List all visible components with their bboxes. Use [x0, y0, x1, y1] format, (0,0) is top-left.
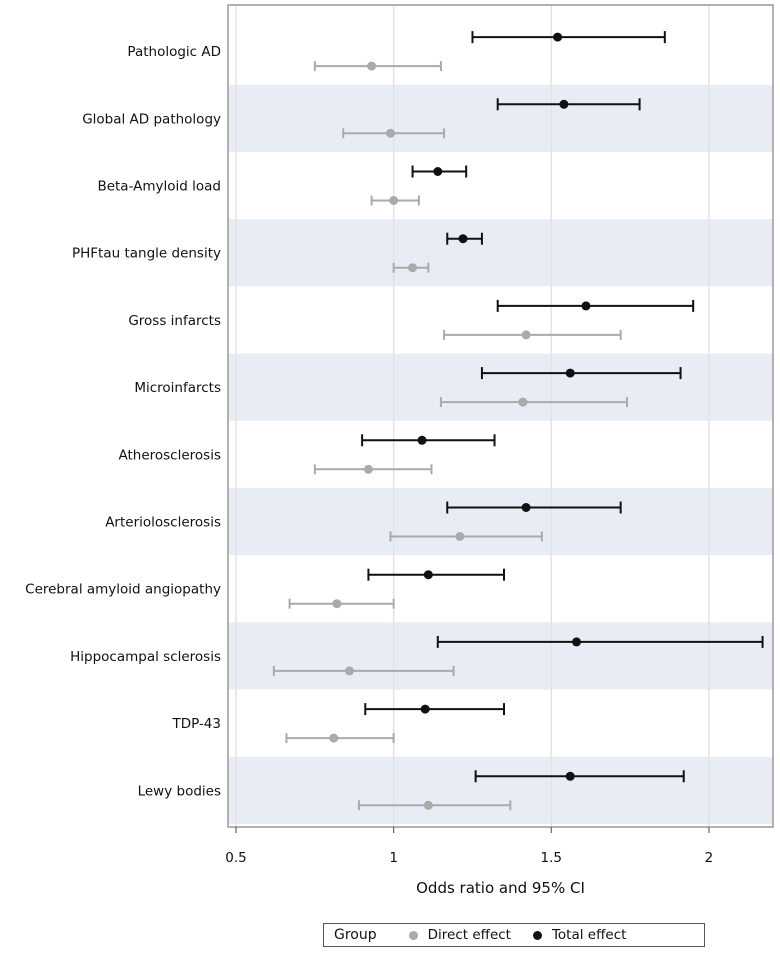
- direct-effect-ci: [285, 733, 395, 744]
- direct-effect-point: [423, 800, 433, 810]
- row-band: [228, 84, 773, 152]
- total-effect-point: [423, 570, 433, 580]
- direct-effect-ci: [392, 262, 430, 273]
- legend-label-direct: Direct effect: [427, 927, 511, 943]
- direct-effect-point: [329, 733, 339, 743]
- direct-effect-point: [455, 532, 465, 541]
- total-effect-ci: [361, 434, 496, 447]
- category-label: TDP-43: [171, 716, 221, 732]
- total-effect-ci: [474, 770, 685, 783]
- total-effect-ci: [436, 635, 764, 648]
- total-effect-ci: [446, 501, 622, 514]
- x-tick-label: 0.5: [225, 850, 246, 866]
- direct-effect-point: [363, 464, 373, 474]
- category-label: Beta-Amyloid load: [97, 179, 221, 195]
- legend: Group Direct effect Total effect: [323, 923, 705, 947]
- category-label: Pathologic AD: [127, 44, 221, 60]
- direct-effect-point: [332, 599, 342, 609]
- legend-label-total: Total effect: [551, 927, 627, 943]
- direct-effect-ci: [288, 598, 395, 609]
- direct-effect-point: [389, 196, 399, 205]
- total-effect-point: [420, 704, 430, 714]
- direct-effect-ci: [342, 128, 446, 139]
- total-effect-point: [581, 301, 591, 311]
- plot-frame: [227, 4, 774, 828]
- total-effect-point: [553, 32, 563, 42]
- total-effect-ci: [496, 299, 695, 312]
- category-label: Atherosclerosis: [118, 447, 221, 463]
- total-effect-ci: [411, 165, 468, 178]
- x-tick-label: 2: [705, 850, 714, 866]
- category-label: Microinfarcts: [134, 380, 221, 396]
- total-effect-point: [565, 368, 575, 378]
- direct-effect-ci: [313, 61, 442, 72]
- legend-item-direct: Direct effect: [408, 927, 511, 943]
- row-band: [228, 219, 773, 287]
- direct-effect-ci: [370, 195, 420, 206]
- category-label: Global AD pathology: [82, 111, 221, 127]
- category-label: Hippocampal sclerosis: [70, 649, 221, 665]
- total-effect-point: [417, 435, 427, 445]
- total-effect-point: [559, 99, 569, 109]
- direct-effect-point: [345, 666, 355, 676]
- total-effect-point: [565, 771, 575, 781]
- direct-effect-ci: [439, 397, 628, 408]
- total-effect-ci: [446, 232, 483, 245]
- x-tick-label: 1: [389, 850, 398, 866]
- direct-effect-ci: [313, 464, 433, 475]
- total-effect-point: [458, 234, 468, 244]
- direct-effect-ci: [272, 665, 455, 676]
- direct-effect-ci: [443, 329, 622, 340]
- total-effect-ci: [480, 367, 682, 380]
- row-band: [228, 622, 773, 690]
- x-tick-label: 1.5: [541, 850, 562, 866]
- direct-effect-ci: [357, 800, 512, 811]
- total-effect-ci: [364, 703, 506, 716]
- row-band: [228, 353, 773, 421]
- direct-effect-ci: [389, 531, 543, 542]
- legend-title: Group: [334, 927, 377, 943]
- direct-effect-point: [367, 61, 377, 71]
- total-effect-point: [521, 503, 531, 512]
- total-effect-ci: [367, 568, 506, 581]
- total-effect-point: [572, 637, 582, 647]
- category-label: Arteriolosclerosis: [105, 515, 221, 531]
- total-effect-ci: [496, 98, 641, 111]
- category-label: PHFtau tangle density: [72, 246, 221, 262]
- row-band: [228, 756, 773, 824]
- direct-effect-point: [385, 128, 395, 138]
- row-band: [228, 487, 773, 556]
- legend-marker-total: [532, 930, 542, 940]
- legend-item-total: Total effect: [532, 927, 627, 943]
- x-axis-title: Odds ratio and 95% CI: [416, 879, 585, 897]
- total-effect-ci: [471, 31, 666, 44]
- category-label: Lewy bodies: [138, 783, 221, 799]
- legend-marker-direct: [408, 930, 418, 940]
- direct-effect-point: [408, 263, 418, 273]
- total-effect-point: [433, 167, 443, 176]
- category-label: Cerebral amyloid angiopathy: [25, 582, 221, 598]
- direct-effect-point: [518, 397, 528, 407]
- direct-effect-point: [521, 330, 531, 340]
- category-label: Gross infarcts: [128, 313, 221, 329]
